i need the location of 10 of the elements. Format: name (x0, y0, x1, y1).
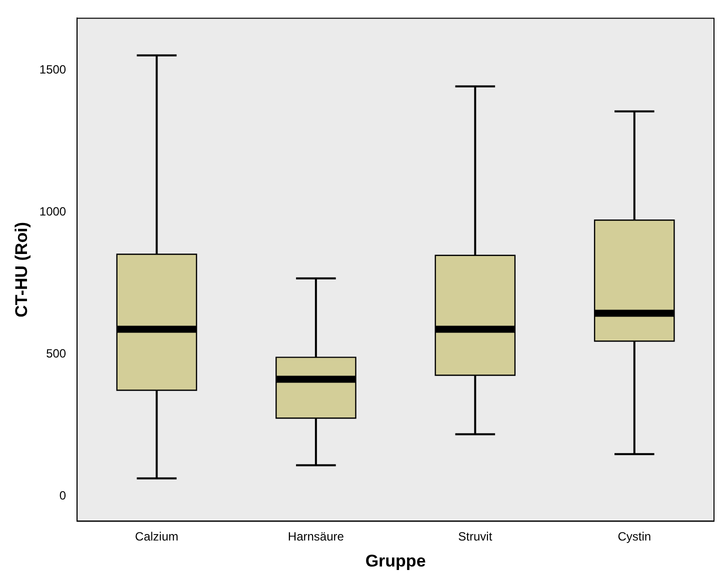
x-tick-label: Struvit (458, 530, 493, 544)
x-axis-title: Gruppe (365, 551, 426, 570)
y-tick-label: 500 (46, 346, 66, 361)
x-tick-label: Cystin (618, 530, 652, 544)
y-tick-label: 1000 (39, 204, 66, 218)
x-tick-label: Calzium (135, 530, 178, 544)
y-tick-label: 1500 (39, 62, 66, 76)
y-axis-title: CT-HU (Roi) (12, 222, 31, 318)
y-tick-label: 0 (59, 488, 66, 503)
x-tick-label: Harnsäure (288, 530, 344, 544)
